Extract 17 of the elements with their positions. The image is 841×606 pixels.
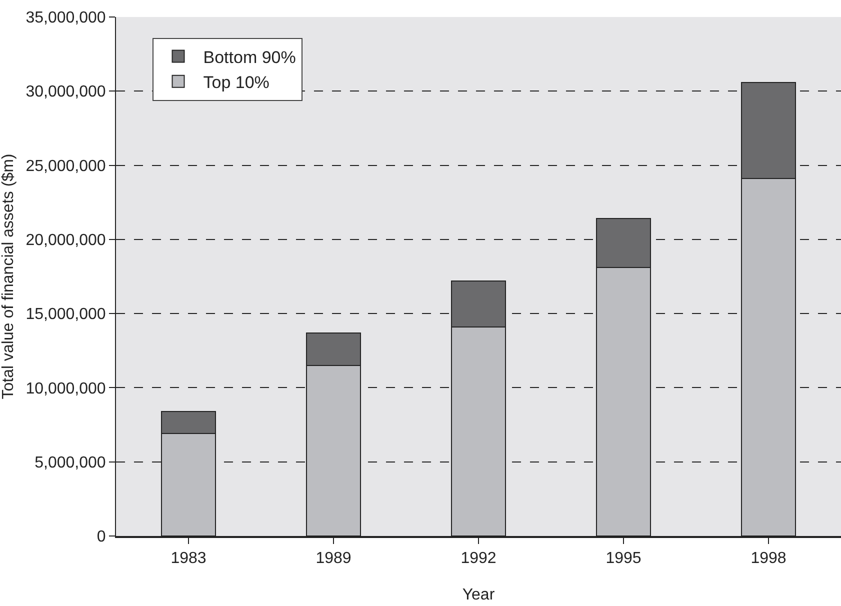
x-axis-title: Year [462, 586, 496, 604]
legend-label: Top 10% [203, 73, 270, 92]
y-tick-label: 25,000,000 [26, 158, 106, 175]
y-tick-label: 0 [96, 528, 106, 546]
x-tick-label: 1995 [606, 550, 642, 568]
x-tick-label: 1989 [316, 550, 352, 568]
y-tick-label: 30,000,000 [26, 84, 106, 101]
y-tick-label: 5,000,000 [34, 454, 106, 472]
y-axis-title: Total value of financial assets ($m) [0, 154, 17, 400]
y-tick-label: 20,000,000 [26, 232, 106, 250]
y-tick-label: 15,000,000 [26, 306, 106, 324]
y-tick-label: 10,000,000 [26, 380, 106, 398]
y-tick-label: 35,000,000 [26, 10, 106, 27]
x-tick-label: 1992 [460, 550, 496, 568]
x-tick-label: 1998 [750, 550, 786, 568]
x-tick-label: 1983 [170, 550, 206, 568]
legend-label: Bottom 90% [203, 48, 296, 67]
